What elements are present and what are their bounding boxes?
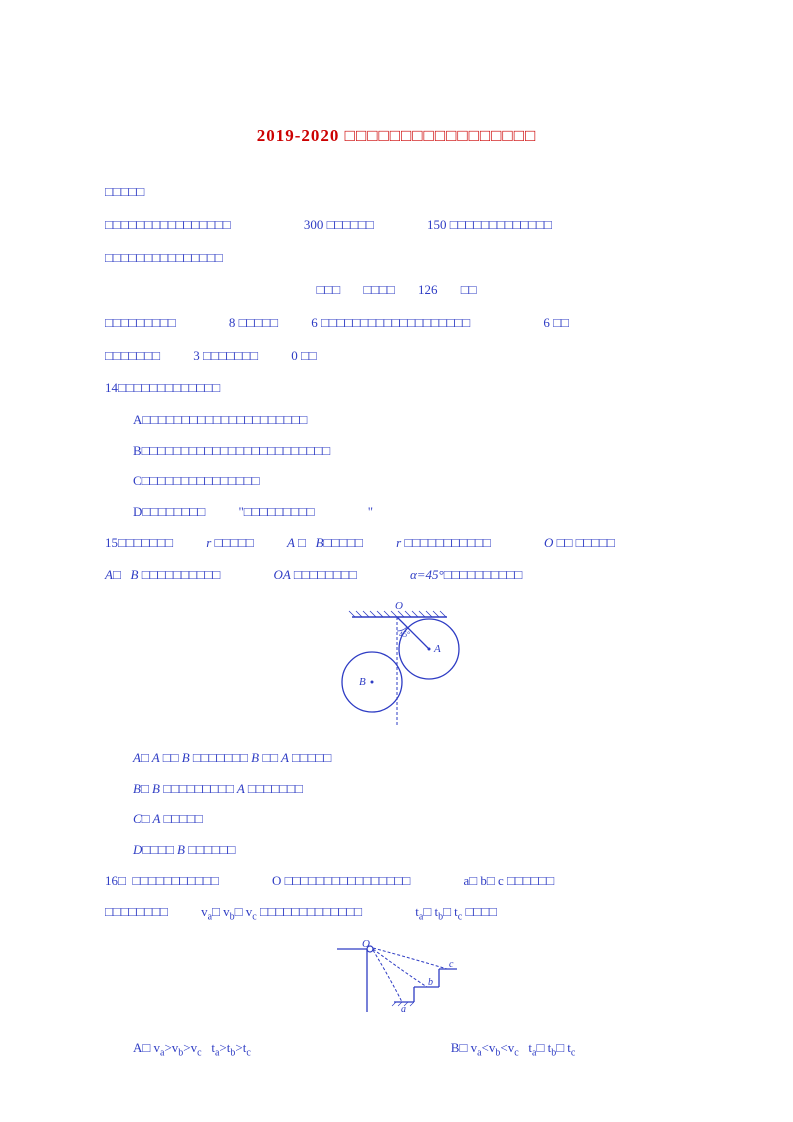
q14-optD-pre: D□□□□□□□□ (133, 504, 205, 519)
fig2-label-O: O (362, 938, 370, 950)
q14-optB: B□□□□□□□□□□□□□□□□□□□□□□□□ (105, 439, 688, 464)
fig2-label-a: a (401, 1004, 406, 1015)
q16-p2: □□□□□□□□□□□ (132, 873, 218, 888)
q15-optA: A□ A □□ B □□□□□□□ B □□ A □□□□□ (105, 746, 688, 771)
instr-text: □□□□□□□□□ (105, 315, 176, 330)
q15-l2p2: B □□□□□□□□□□ (131, 567, 221, 582)
instr-num5: 0 (291, 348, 298, 363)
fig1-label-A: A (433, 643, 441, 655)
figure-1: O 45° A B (105, 597, 688, 736)
q15-l2p4: α=45°□□□□□□□□□□ (410, 567, 522, 582)
q15-optD: D□□□□ B □□□□□□ (105, 838, 688, 863)
instr-text3: □□□□□□□□□□□□□□□□□□□ (321, 315, 470, 330)
instr-text7: □□ (301, 348, 317, 363)
fig1-label-B: B (359, 676, 366, 688)
q16-l2p2: □□□□□□□□□□□□□ (260, 904, 362, 919)
q14-optC: C□□□□□□□□□□□□□□□ (105, 469, 688, 494)
intro-line-1: □□□□□ (105, 180, 688, 205)
instr-text5: □□□□□□□ (105, 348, 160, 363)
instr-text4: □□ (553, 315, 569, 330)
section-part1: □□□ (317, 282, 341, 297)
intro-text: □□□□□□□□□□□□□□□□ (105, 217, 231, 232)
q15-p1: 15□□□□□□□ (105, 535, 173, 550)
q14-optD: D□□□□□□□□ "□□□□□□□□□ " (105, 500, 688, 525)
intro-line-2: □□□□□□□□□□□□□□□□ 300 □□□□□□ 150 □□□□□□□□… (105, 213, 688, 238)
q16-optA: A□ va>vb>vc ta>tb>tc (133, 1036, 251, 1063)
intro-suffix: □□□□□□ (327, 217, 374, 232)
q15-p2: r □□□□□ (206, 535, 254, 550)
section-points: 126 □□ (418, 282, 476, 297)
q16-optB: B□ va<vb<vc ta□ tb□ tc (451, 1036, 576, 1063)
duration: 150 (427, 217, 447, 232)
q16-options-row1: A□ va>vb>vc ta>tb>tc B□ va<vb<vc ta□ tb□… (105, 1036, 688, 1063)
q15-p6: O □□ □□□□□ (544, 535, 615, 550)
q15-p4: B□□□□□ (316, 535, 363, 550)
q16-l2p1: □□□□□□□□ (105, 904, 168, 919)
q16-line1: 16□ □□□□□□□□□□□ O □□□□□□□□□□□□□□□□ a□ b□… (105, 869, 688, 894)
instr-num3: 6 (543, 315, 550, 330)
q16-v-terms: va□ vb□ vc (201, 904, 257, 919)
instr-num: 8 (229, 315, 236, 330)
q16-p3: O □□□□□□□□□□□□□□□□ (272, 873, 410, 888)
q15-optB: B□ B □□□□□□□□□ A □□□□□□□ (105, 777, 688, 802)
q16-t-terms: ta□ tb□ tc (415, 904, 462, 919)
fig2-label-b: b (428, 977, 433, 988)
total-score: 300 (304, 217, 324, 232)
q15-l2p3: OA □□□□□□□□ (274, 567, 357, 582)
instr-num2: 6 (311, 315, 318, 330)
q15-l2p1: A□ (105, 567, 121, 582)
q15-p3: A □ (287, 535, 306, 550)
section-header: □□□ □□□□ 126 □□ (105, 278, 688, 303)
q15-optC: C□ A □□□□□ (105, 807, 688, 832)
instructions-line2: □□□□□□□ 3 □□□□□□□ 0 □□ (105, 344, 688, 369)
q14-optD-end: " (368, 504, 373, 519)
section-part2: □□□□ (363, 282, 394, 297)
q15-p5: r □□□□□□□□□□□ (396, 535, 491, 550)
instructions-line1: □□□□□□□□□ 8 □□□□□ 6 □□□□□□□□□□□□□□□□□□□ … (105, 311, 688, 336)
instr-num4: 3 (193, 348, 200, 363)
q14-optD-quote: "□□□□□□□□□ (238, 504, 314, 519)
intro-line-3: □□□□□□□□□□□□□□□ (105, 246, 688, 271)
page-title: 2019-2020 □□□□□□□□□□□□□□□□□ (105, 120, 688, 152)
q14-stem: 14□□□□□□□□□□□□□ (105, 376, 688, 401)
figure-2: O a b c (105, 937, 688, 1026)
instr-text6: □□□□□□□ (203, 348, 258, 363)
q16-p1: 16□ (105, 873, 126, 888)
q15-line2: A□ B □□□□□□□□□□ OA □□□□□□□□ α=45°□□□□□□□… (105, 563, 688, 588)
intro-suffix2: □□□□□□□□□□□□□ (450, 217, 552, 232)
fig2-label-c: c (449, 959, 454, 970)
instr-text2: □□□□□ (239, 315, 278, 330)
q16-p4: a□ b□ c □□□□□□ (464, 873, 555, 888)
q15-line1: 15□□□□□□□ r □□□□□ A □ B□□□□□ r □□□□□□□□□… (105, 531, 688, 556)
q16-line2: □□□□□□□□ va□ vb□ vc □□□□□□□□□□□□□ ta□ tb… (105, 900, 688, 927)
q16-l2p3: □□□□ (466, 904, 497, 919)
q14-optA: A□□□□□□□□□□□□□□□□□□□□□ (105, 408, 688, 433)
fig1-label-O: O (395, 600, 403, 612)
